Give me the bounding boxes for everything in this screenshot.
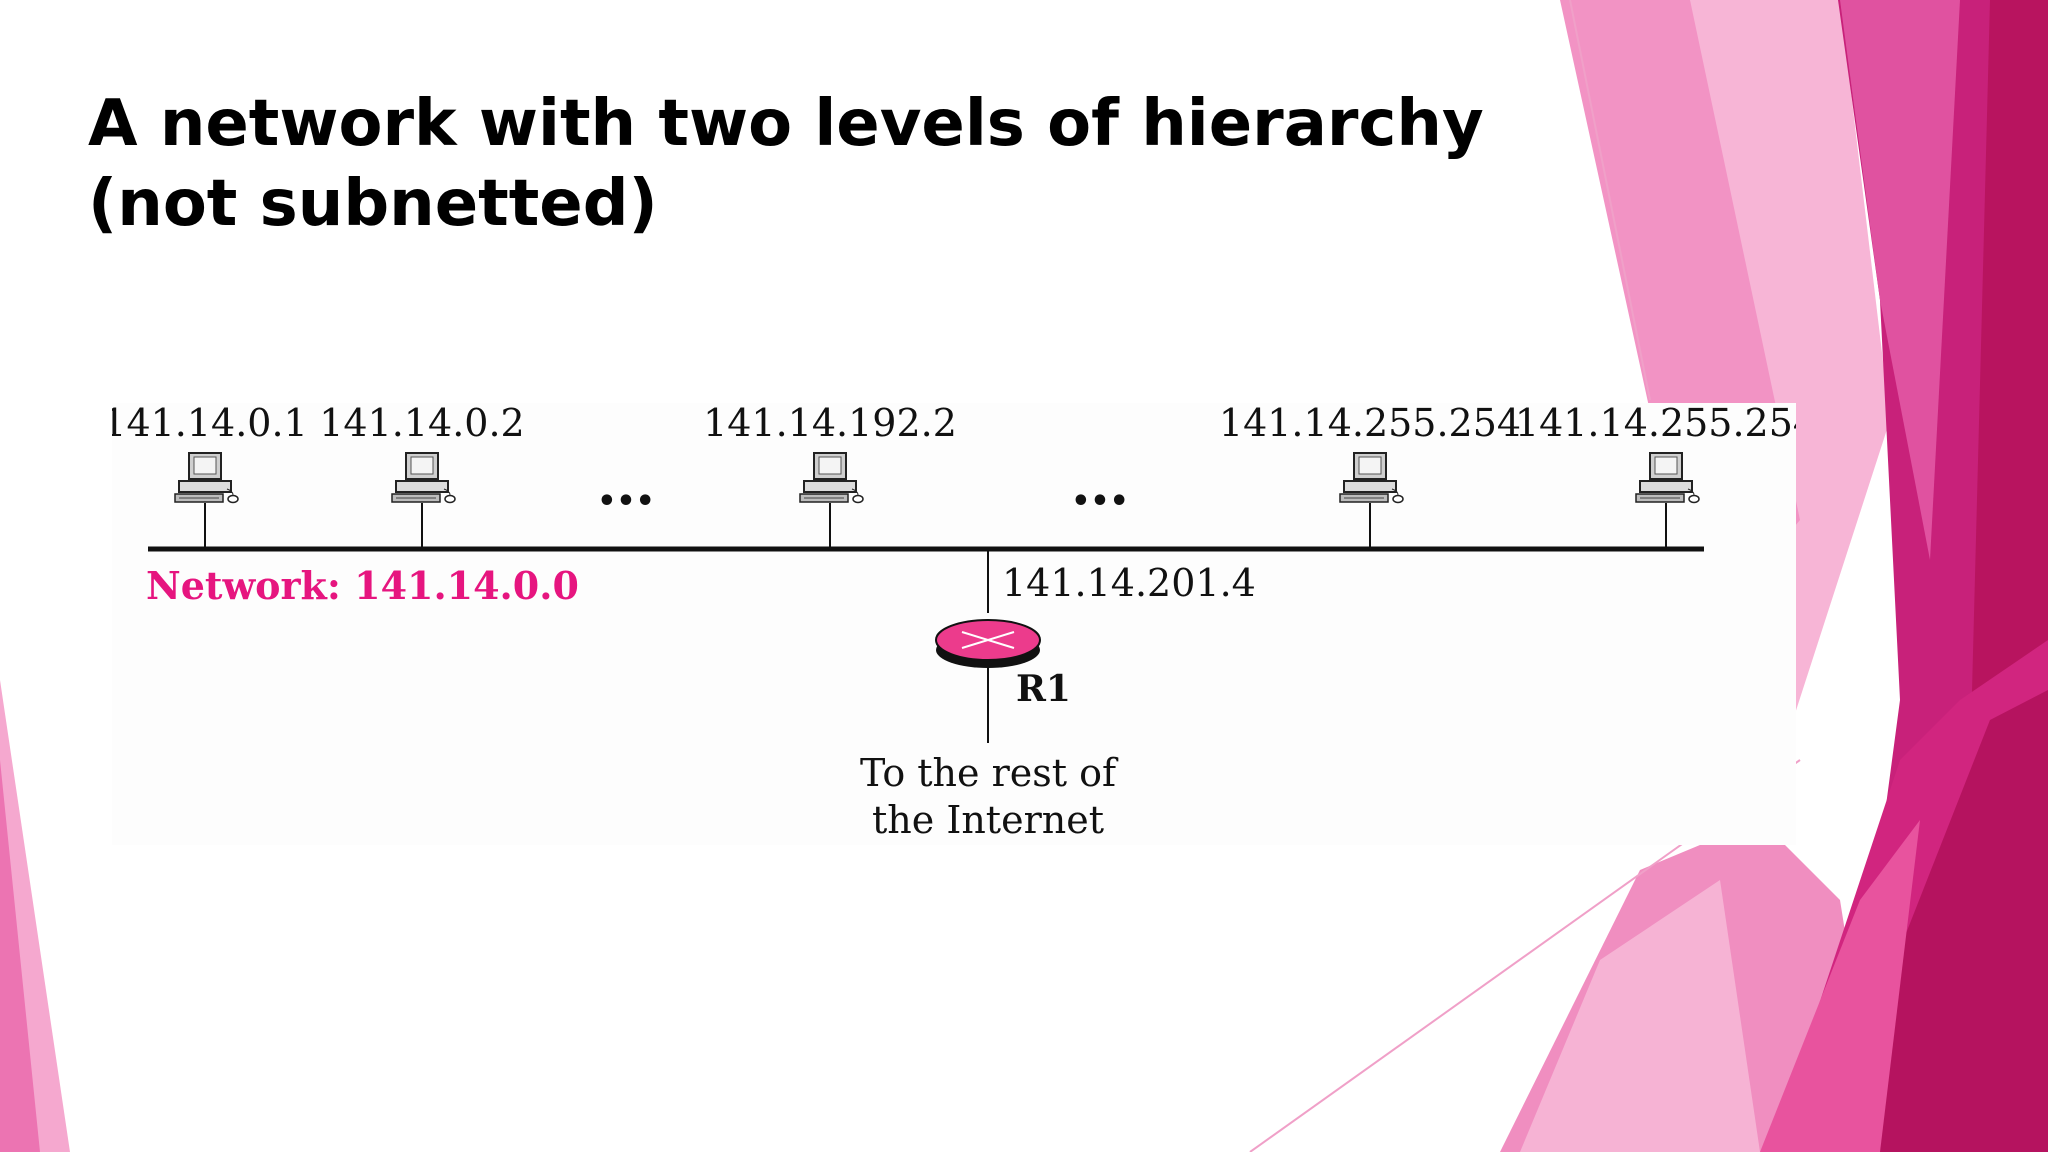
host-address: 141.14.0.2 [319,403,524,445]
router-icon [935,619,1041,668]
slide-title: A network with two levels of hierarchy (… [88,87,1484,241]
host-address: 141.14.255.254 [1515,403,1796,445]
router-name: R1 [1016,668,1071,710]
network-label: Network: 141.14.0.0 [146,563,579,608]
uplink-text-line1: To the rest of [860,751,1119,795]
bg-shape-lower-inner [1760,820,1920,1152]
computer-icon [391,452,456,504]
host-2: 141.14.0.2 [319,403,525,549]
bg-shape-left-dark [0,760,40,1152]
network-diagram: 141.14.0.1 141.14.0.2 141.14.192.2 141.14.2… [112,403,1796,845]
host-1: 141.14.0.1 [112,403,308,549]
bg-thin-line-1 [1569,0,1651,401]
computer-icon [799,452,864,504]
host-4: 141.14.255.254 [1219,403,1521,549]
host-5: 141.14.255.254 [1515,403,1796,549]
bg-shape-lower-light [1520,880,1760,1152]
host-address: 141.14.192.2 [703,403,957,445]
computer-icon [1635,452,1700,504]
bg-shape-mid-right [1840,0,1960,560]
router-interface-address: 141.14.201.4 [1002,561,1256,605]
network-diagram-svg: 141.14.0.1 141.14.0.2 141.14.192.2 141.14.2… [112,403,1796,842]
computer-icon [174,452,239,504]
host-3: 141.14.192.2 [703,403,957,549]
host-address: 141.14.255.254 [1219,403,1521,445]
uplink-text-line2: the Internet [872,798,1104,842]
ellipsis-1: ••• [597,484,655,519]
ellipsis-2: ••• [1071,484,1129,519]
computer-icon [1339,452,1404,504]
host-address: 141.14.0.1 [112,403,308,445]
